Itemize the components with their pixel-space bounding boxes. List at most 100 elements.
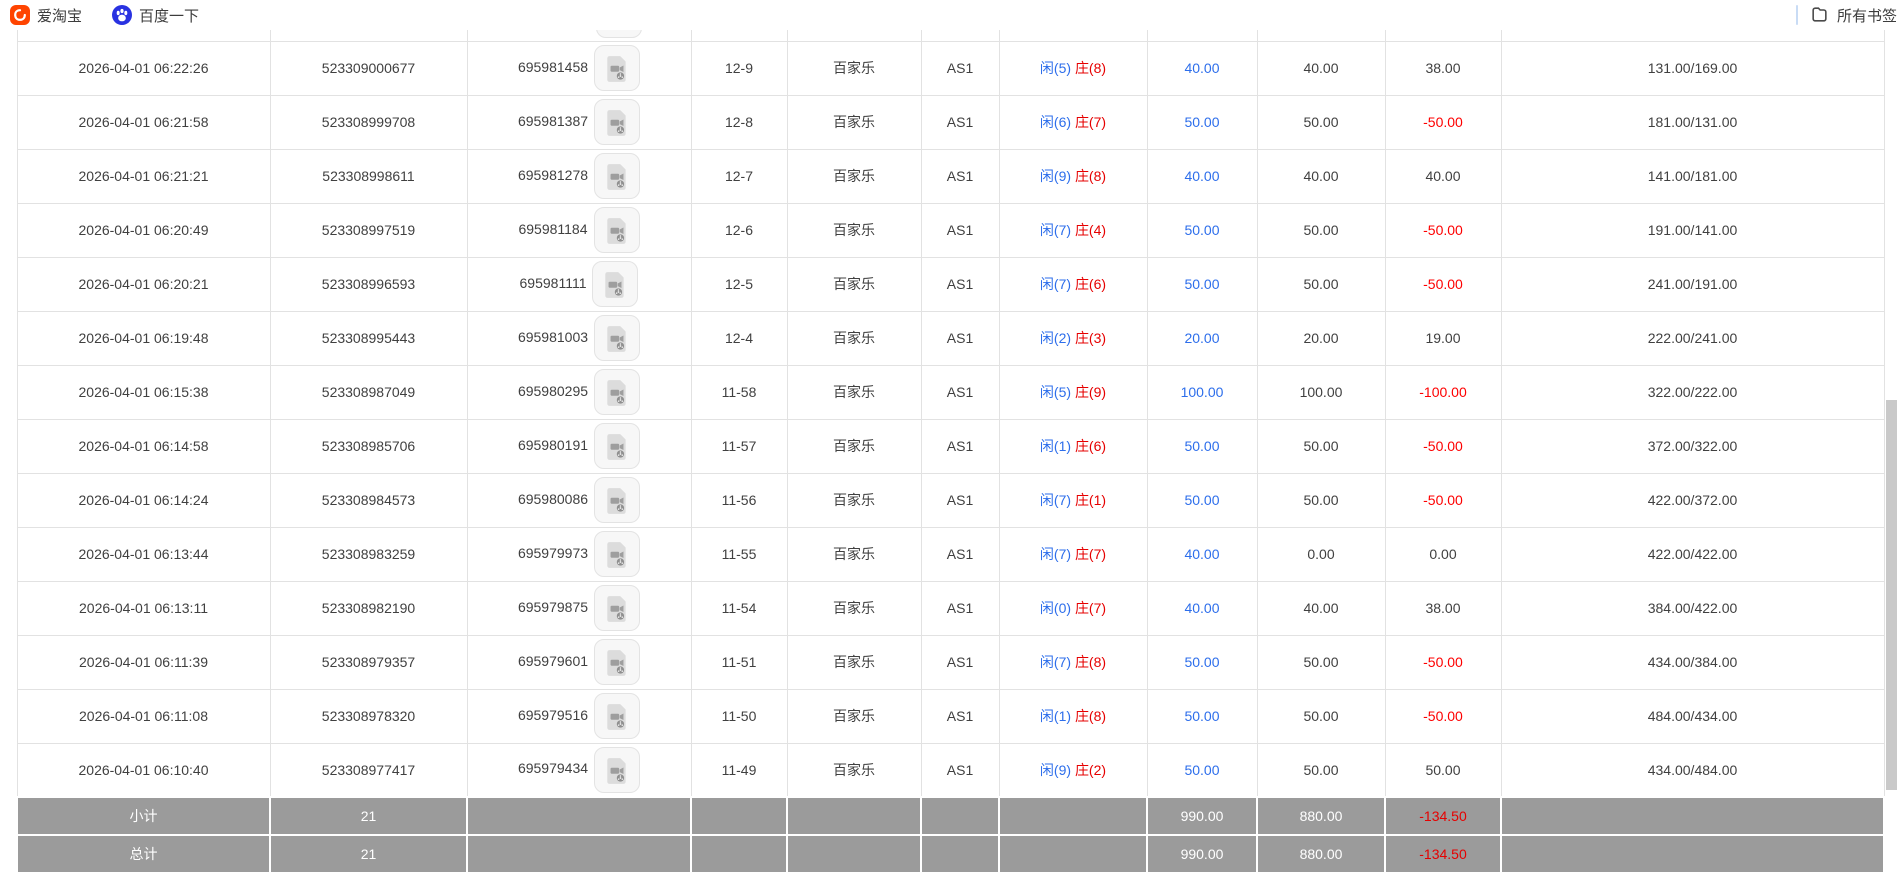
summary-empty-cell [786,834,922,874]
table-row: 2026-04-01 06:22:26 523309000677 695981458… [16,40,1885,96]
video-replay-button[interactable] [594,585,641,631]
video-replay-button[interactable] [594,45,641,91]
bet-id-cell: 523308977417 [269,742,468,798]
table-row: 2026-04-01 06:20:21 523308996593 695981111… [16,256,1885,312]
bet-time-cell: 2026-04-01 06:22:26 [16,40,271,96]
video-replay-button[interactable] [594,315,641,361]
bet-amount-cell: 50.00 [1146,742,1258,798]
game-type-cell: 百家乐 [786,364,922,420]
video-replay-button[interactable] [594,639,641,685]
player-result: 闲(0) [1039,600,1072,616]
all-bookmarks-button[interactable]: 所有书签 [1810,5,1897,26]
table-name-cell: AS1 [920,310,1000,366]
bookmark-taobao[interactable]: 爱淘宝 [10,5,82,26]
video-replay-button[interactable] [594,531,641,577]
video-icon [605,272,625,298]
valid-amount-cell: 50.00 [1256,418,1386,474]
winloss-cell: -50.00 [1384,94,1502,150]
game-type-cell: 百家乐 [786,742,922,798]
bet-amount-cell: 50.00 [1146,94,1258,150]
bet-id-cell: 523308979357 [269,634,468,690]
table-name-cell: AS1 [920,256,1000,312]
video-icon [607,542,626,568]
player-result: 闲(1) [1039,438,1072,454]
summary-bet-total: 990.00 [1146,834,1258,874]
video-replay-button[interactable] [594,99,641,145]
video-replay-button[interactable] [594,153,641,199]
game-type-cell: 百家乐 [786,580,922,636]
player-result: 闲(1) [1039,708,1072,724]
video-replay-button[interactable] [595,30,642,38]
bet-id-cell: 523308997519 [269,202,468,258]
game-type-cell: 百家乐 [786,94,922,150]
bet-id-cell: 523308978320 [269,688,468,744]
result-cell: 闲(5) 庄(9) [998,364,1148,420]
banker-result: 庄(3) [1074,330,1107,346]
summary-empty-cell [786,796,922,836]
valid-amount-cell: 50.00 [1256,472,1386,528]
bet-amount-link[interactable]: 40.00 [1184,600,1220,616]
game-id-cell: 695981184 [466,202,692,258]
balance-cell: 222.00/241.00 [1500,310,1885,366]
bet-amount-link[interactable]: 50.00 [1184,761,1220,778]
game-id-cell: 695981387 [466,94,692,150]
bet-amount-link[interactable]: 50.00 [1184,708,1220,724]
summary-empty-cell [920,834,1000,874]
bet-amount-link[interactable]: 50.00 [1184,492,1220,508]
video-replay-button[interactable] [594,746,641,793]
player-result: 闲(6) [1039,114,1072,130]
bet-amount-link[interactable]: 50.00 [1184,654,1220,670]
round-cell: 11-49 [690,742,788,798]
vertical-scrollbar-thumb[interactable] [1886,400,1897,790]
game-id: 695980086 [517,490,589,507]
game-id-cell: 695981278 [466,148,692,204]
bet-amount-link[interactable]: 40.00 [1184,546,1220,562]
bet-time-cell: 2026-04-01 06:21:58 [16,94,271,150]
balance-cell: 372.00/322.00 [1500,418,1885,474]
bet-amount-cell: 50.00 [1146,634,1258,690]
bet-amount-link[interactable]: 100.00 [1180,384,1224,400]
banker-result: 庄(4) [1074,222,1107,238]
bet-amount-link[interactable]: 50.00 [1184,276,1220,292]
banker-result: 庄(2) [1074,761,1107,778]
bet-amount-cell: 50.00 [1146,202,1258,258]
game-id: 695979434 [517,760,589,777]
game-id: 695979516 [517,706,589,723]
bet-amount-link[interactable]: 50.00 [1184,222,1220,238]
winloss-cell: -50.00 [1384,418,1502,474]
bet-amount-link[interactable]: 40.00 [1184,60,1220,76]
bookmarks-bar: 爱淘宝 百度一下 所有书签 [0,0,1897,30]
taobao-icon [10,5,30,25]
table-name-cell: AS1 [920,634,1000,690]
result-cell: 闲(7) 庄(8) [998,634,1148,690]
bookmark-baidu[interactable]: 百度一下 [112,5,199,26]
balance-cell: 131.00/169.00 [1500,40,1885,96]
banker-result: 庄(7) [1074,600,1107,616]
winloss-cell: -50.00 [1384,472,1502,528]
bet-amount-link[interactable]: 50.00 [1184,438,1220,454]
summary-label: 总计 [16,834,271,874]
bet-amount-link[interactable]: 40.00 [1184,168,1220,184]
video-replay-button[interactable] [592,261,639,307]
round-cell: 11-57 [690,418,788,474]
game-id: 695981111 [519,274,587,291]
video-replay-button[interactable] [593,207,640,253]
game-id: 695979973 [517,544,589,561]
video-replay-button[interactable] [594,477,641,523]
winloss-cell: -50.00 [1384,256,1502,312]
video-replay-button[interactable] [594,423,641,469]
bet-amount-link[interactable]: 50.00 [1184,114,1220,130]
subtotal-row: 小计 21 990.00 880.00 -134.50 [16,796,1885,836]
table-name-cell: AS1 [920,364,1000,420]
balance-cell: 141.00/181.00 [1500,148,1885,204]
winloss-cell: 38.00 [1384,580,1502,636]
table-row: 2026-04-01 06:13:44 523308983259 695979973… [16,526,1885,582]
video-replay-button[interactable] [594,369,641,415]
round-cell: 12-5 [690,256,788,312]
result-cell: 闲(1) 庄(6) [998,418,1148,474]
banker-result: 庄(6) [1074,438,1107,454]
game-type-cell: 百家乐 [786,202,922,258]
bet-amount-link[interactable]: 20.00 [1184,330,1220,346]
video-replay-button[interactable] [594,693,641,739]
